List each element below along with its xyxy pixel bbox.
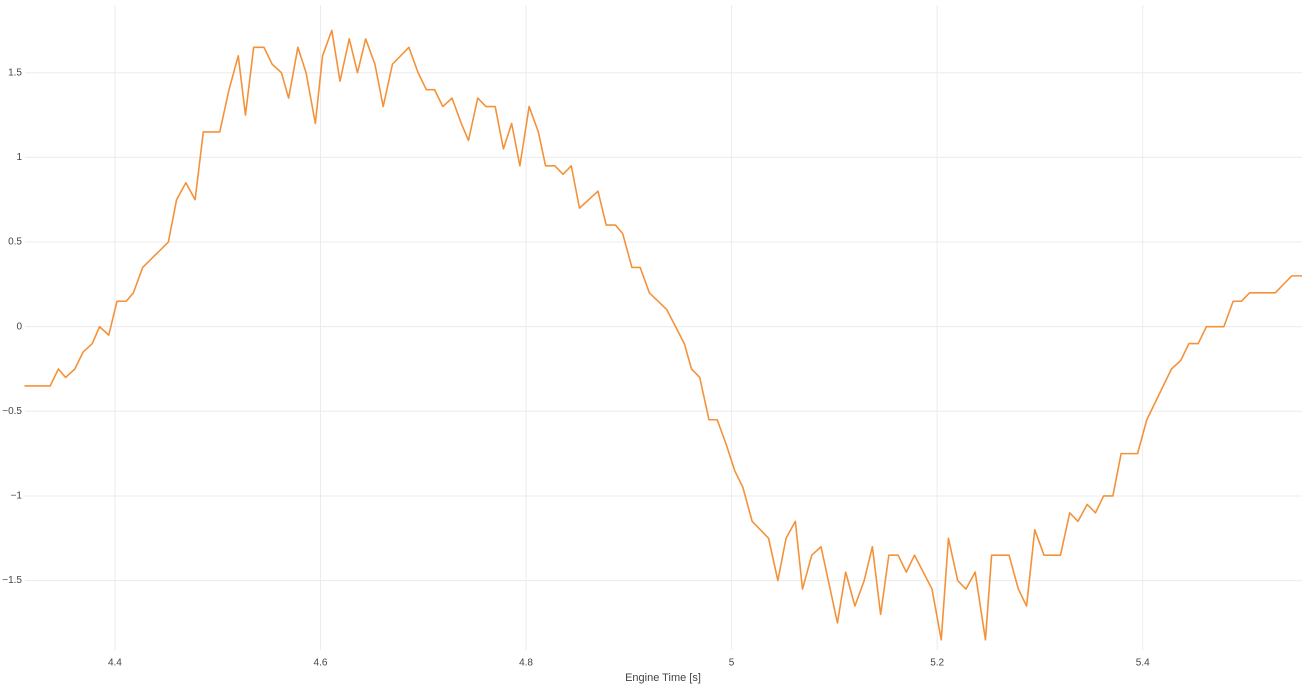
y-tick-label: 0	[16, 321, 22, 332]
y-tick-label: −1	[11, 491, 23, 502]
x-tick-label: 5	[729, 658, 735, 669]
x-tick-label: 4.6	[314, 658, 328, 669]
x-tick-label: 5.2	[930, 658, 944, 669]
x-tick-label: 4.8	[519, 658, 533, 669]
y-tick-label: 1	[16, 152, 22, 163]
y-tick-label: −0.5	[2, 406, 22, 417]
y-tick-label: 1.5	[8, 67, 22, 78]
x-tick-label: 4.4	[108, 658, 122, 669]
y-tick-label: −1.5	[2, 575, 22, 586]
x-tick-label: 5.4	[1136, 658, 1150, 669]
y-tick-label: 0.5	[8, 237, 22, 248]
x-axis-title: Engine Time [s]	[625, 672, 701, 684]
line-series	[24, 29, 1302, 641]
